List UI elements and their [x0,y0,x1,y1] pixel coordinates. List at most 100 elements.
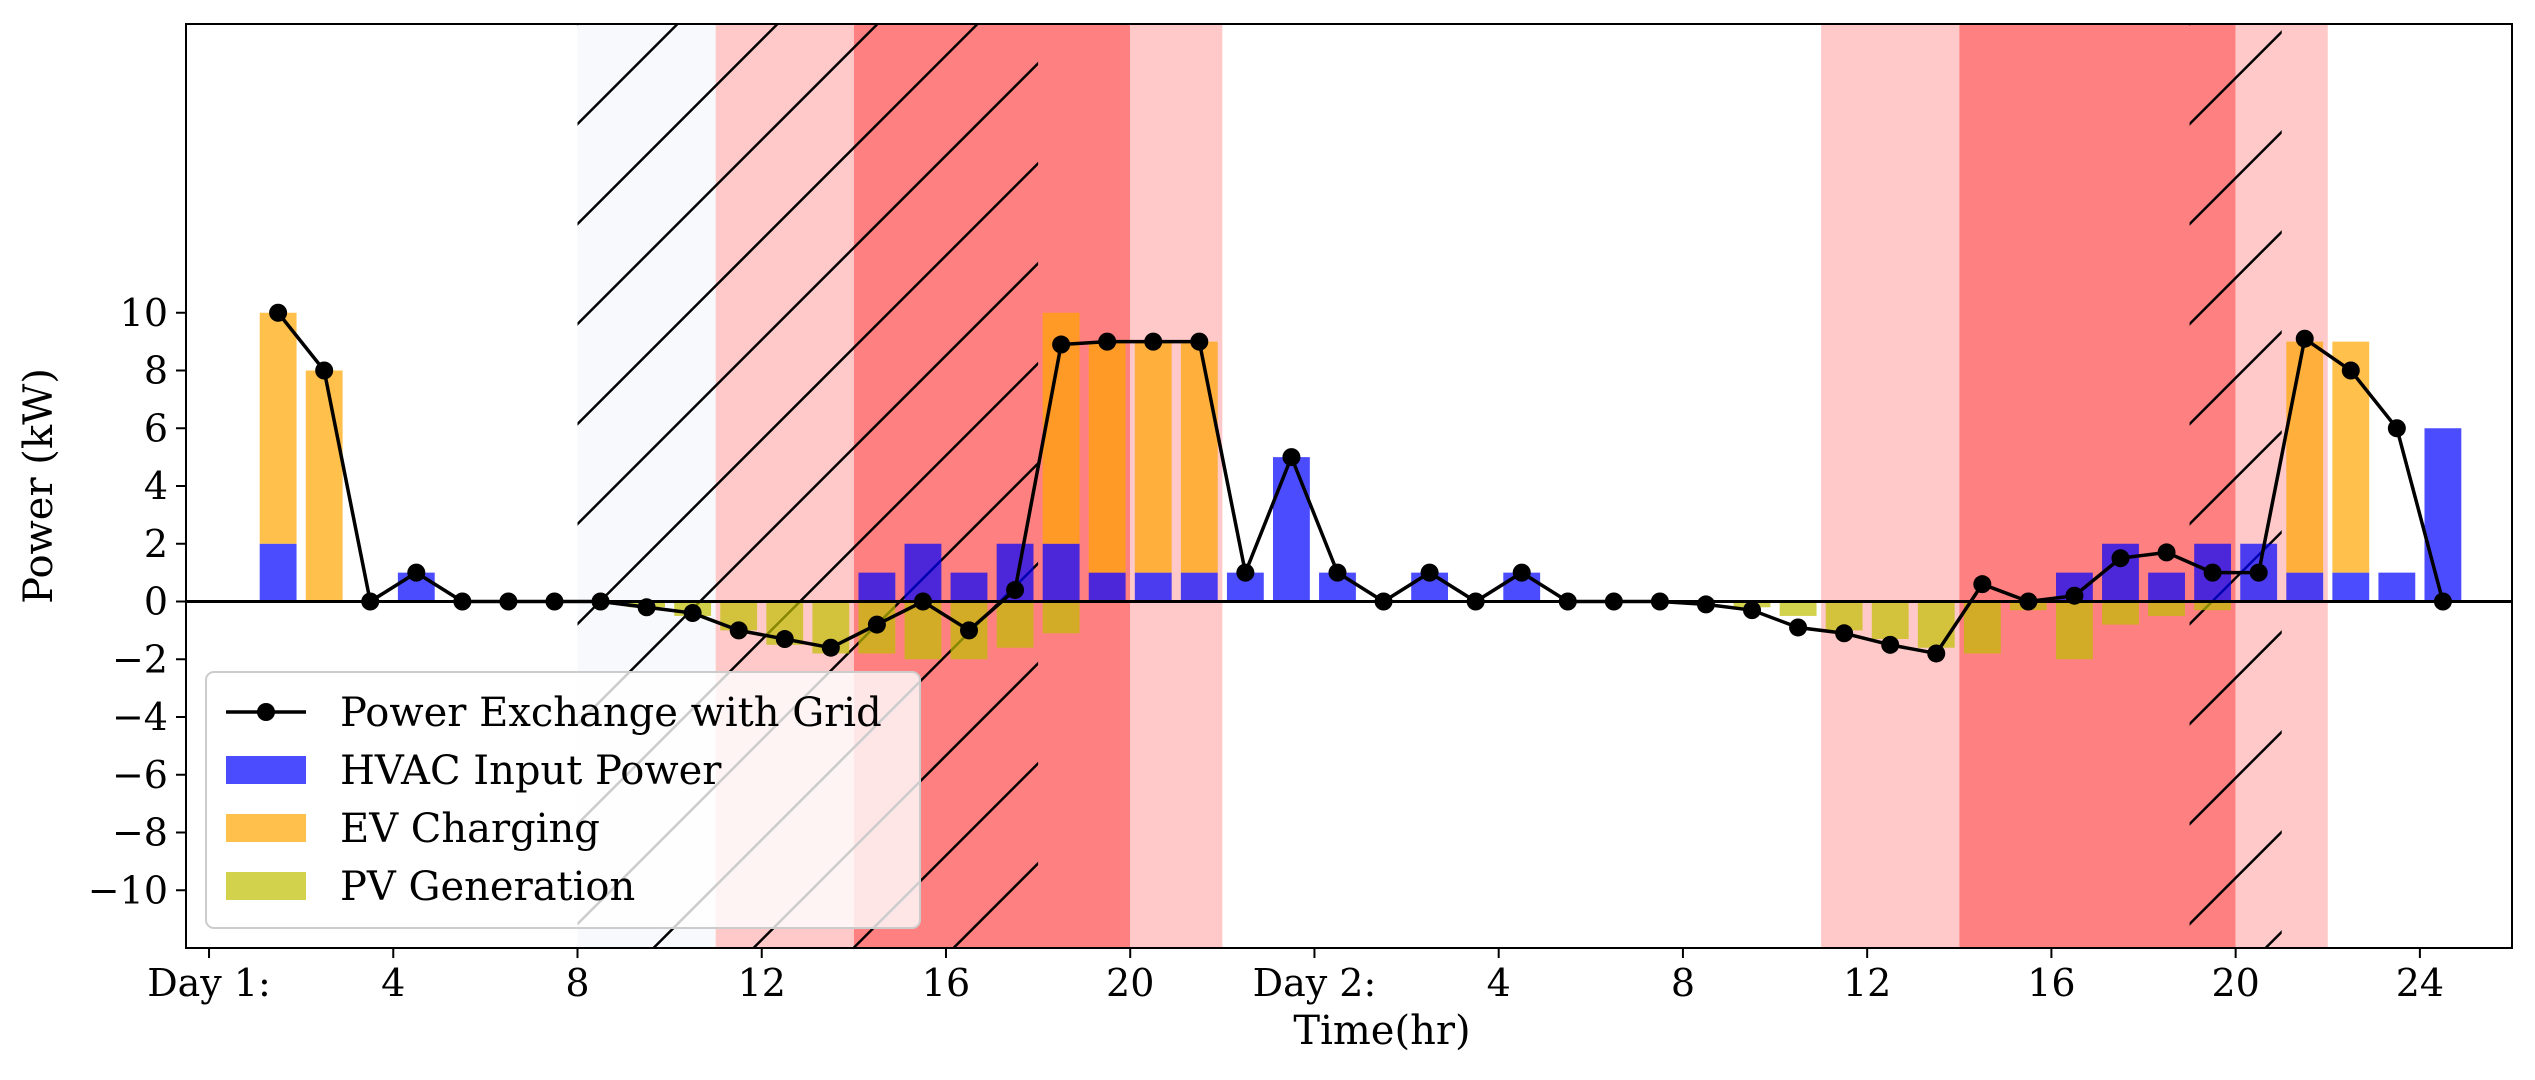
y-tick-label: −10 [88,868,168,912]
hatch-line [577,24,979,426]
hatch-line [577,61,1039,526]
grid-exchange-point [1006,580,1025,599]
hatch-line [2189,430,2282,526]
bar-hvac-input-power [1088,572,1126,602]
x-tick-label: 4 [381,961,405,1005]
grid-exchange-point [1328,563,1347,582]
x-tick-label: 12 [1843,961,1891,1005]
bar-ev-charging [1088,341,1126,573]
grid-exchange-point [821,638,840,657]
x-tick-label: 24 [2396,961,2444,1005]
grid-exchange-point [637,598,656,617]
grid-exchange-point [1374,592,1393,611]
bar-pv-generation [2194,601,2232,611]
x-tick-label: 8 [1671,961,1695,1005]
grid-exchange-point [1236,563,1255,582]
legend-label: Power Exchange with Grid [340,690,882,736]
grid-exchange-point [2157,543,2176,562]
grid-exchange-point [1743,601,1762,620]
price-band-on-peak [1959,24,2236,948]
legend-swatch-patch [226,756,306,784]
grid-exchange-point [1881,635,1900,654]
bar-ev-charging [1180,341,1218,573]
bar-ev-charging [305,370,343,602]
grid-exchange-point [2249,563,2268,582]
price-bands [577,24,2328,948]
price-band-mid-peak [1821,24,1960,948]
grid-exchange-point [2111,549,2130,568]
grid-exchange-point [913,592,932,611]
grid-exchange-point [2065,586,2084,605]
grid-exchange-point [2341,361,2360,380]
grid-exchange-point [1696,595,1715,614]
grid-exchange-point [1973,575,1992,594]
grid-exchange-point [315,361,334,380]
grid-exchange-point [1052,335,1071,354]
grid-exchange-point [775,630,794,649]
hatch-line [577,24,779,226]
y-tick-label: −2 [112,637,168,681]
grid-exchange-point [1144,332,1163,351]
grid-exchange-point [1098,332,1117,351]
grid-exchange-point [1420,563,1439,582]
bar-pv-generation [2056,601,2093,660]
grid-exchange-point [960,621,979,640]
grid-exchange-point [867,615,886,634]
legend-box [205,671,921,929]
grid-exchange-point [2433,592,2452,611]
grid-exchange-point [1604,592,1623,611]
bar-hvac-input-power [1273,457,1310,602]
grid-exchange-point [545,592,564,611]
legend-swatch-marker [257,703,275,721]
grid-exchange-point [1650,592,1669,611]
bar-hvac-input-power [1180,572,1218,602]
grid-exchange-point [2203,563,2222,582]
y-tick-label: 4 [144,464,168,508]
bar-pv-generation [1871,601,1909,640]
bar-hvac-input-power [2332,572,2370,602]
grid-exchange-point [453,592,472,611]
legend-label: EV Charging [340,806,600,852]
bar-ev-charging [1134,341,1172,573]
bar-hvac-input-power [1134,572,1172,602]
legend-label: HVAC Input Power [340,748,722,794]
grid-exchange-point [1927,644,1946,663]
x-tick-label: 16 [922,961,970,1005]
y-tick-label: −6 [112,753,168,797]
x-tick-label: 4 [1487,961,1511,1005]
hatch-region [2189,24,2282,948]
grid-exchange-point [1466,592,1485,611]
grid-exchange-point [1190,332,1209,351]
x-axis: Day 1: 4 8 12 16 20 Day 2: 4 8 12 16 20 24 [147,948,2444,1005]
hatch-line [577,24,879,326]
y-axis-title: Power (kW) [16,368,62,604]
hatch-line [2189,730,2282,826]
x-tick-label: Day 1: [147,961,271,1005]
bar-pv-generation [2148,601,2185,616]
legend-label: PV Generation [340,864,635,910]
bar-hvac-input-power [1042,543,1080,602]
hatch-line [2189,130,2282,226]
grid-exchange-point [499,592,518,611]
bar-hvac-input-power [950,572,988,602]
grid-exchange-point [2019,592,2038,611]
hatch-line [577,161,1039,626]
bar-ev-charging [2332,341,2370,573]
bar-ev-charging [259,312,297,544]
bar-pv-generation [1779,601,1817,616]
x-tick-label: 12 [738,961,786,1005]
legend-swatch-patch [226,872,306,900]
bar-hvac-input-power [2148,572,2185,602]
y-tick-label: −8 [112,811,168,855]
bar-hvac-input-power [904,543,942,602]
y-tick-label: 2 [144,522,168,566]
bar-pv-generation [1917,601,1955,648]
bar-hvac-input-power [2286,572,2324,602]
grid-exchange-point [1835,624,1854,643]
x-tick-label: Day 2: [1253,961,1377,1005]
y-tick-label: 6 [144,406,168,450]
legend-swatch-patch [226,814,306,842]
grid-exchange-point [1558,592,1577,611]
bar-pv-generation [1963,601,2001,654]
